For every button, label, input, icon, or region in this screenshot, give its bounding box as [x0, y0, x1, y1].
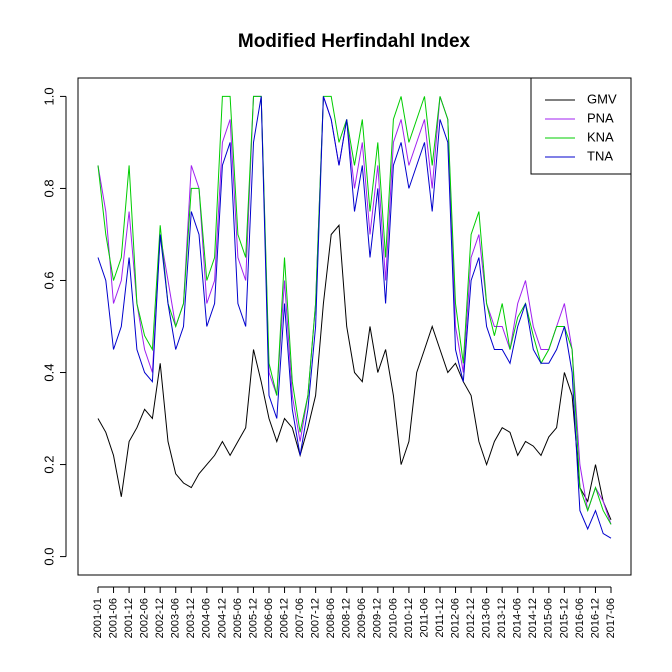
- x-tick-label: 2007-12: [310, 598, 322, 638]
- x-tick-label: 2017-06: [605, 598, 617, 638]
- y-tick-label: 0.4: [41, 363, 56, 381]
- x-tick-label: 2011-06: [418, 598, 430, 638]
- x-tick-label: 2015-12: [558, 598, 570, 638]
- x-tick-label: 2003-12: [185, 598, 197, 638]
- y-tick-label: 0.0: [41, 548, 56, 566]
- legend-box: [530, 77, 632, 175]
- x-tick-label: 2009-12: [372, 598, 384, 638]
- x-tick-label: 2008-06: [325, 598, 337, 638]
- chart-title: Modified Herfindahl Index: [238, 31, 471, 52]
- legend-label: PNA: [587, 110, 614, 125]
- x-tick-label: 2012-06: [449, 598, 461, 638]
- x-tick-label: 2001-06: [107, 598, 119, 638]
- x-tick-label: 2008-12: [341, 598, 353, 638]
- x-tick-label: 2001-01: [92, 598, 104, 638]
- y-tick-label: 0.6: [41, 271, 56, 289]
- x-tick-label: 2015-06: [543, 598, 555, 638]
- x-tick-label: 2005-12: [247, 598, 259, 638]
- x-tick-label: 2001-12: [123, 598, 135, 638]
- x-tick-label: 2003-06: [170, 598, 182, 638]
- x-tick-label: 2006-06: [263, 598, 275, 638]
- x-tick-label: 2014-12: [527, 598, 539, 638]
- y-tick-label: 1.0: [41, 87, 56, 105]
- x-tick-label: 2014-06: [512, 598, 524, 638]
- x-tick-label: 2006-12: [278, 598, 290, 638]
- x-tick-label: 2016-12: [589, 598, 601, 638]
- x-tick-label: 2009-06: [356, 598, 368, 638]
- legend-label: KNA: [587, 129, 614, 144]
- x-tick-label: 2010-12: [403, 598, 415, 638]
- x-tick-label: 2011-12: [434, 598, 446, 638]
- x-tick-label: 2012-12: [465, 598, 477, 638]
- x-tick-label: 2016-06: [574, 598, 586, 638]
- y-tick-label: 0.2: [41, 456, 56, 474]
- x-tick-label: 2005-06: [232, 598, 244, 638]
- x-tick-label: 2002-06: [139, 598, 151, 638]
- legend-label: TNA: [587, 148, 613, 163]
- legend-label: GMV: [587, 91, 617, 106]
- series-line: [97, 224, 612, 520]
- x-tick-label: 2004-12: [216, 598, 228, 638]
- x-tick-label: 2007-06: [294, 598, 306, 638]
- plot-frame: [77, 77, 632, 576]
- x-tick-label: 2013-06: [481, 598, 493, 638]
- y-tick-label: 0.8: [41, 179, 56, 197]
- x-tick-label: 2002-12: [154, 598, 166, 638]
- x-tick-label: 2004-06: [201, 598, 213, 638]
- series-line: [97, 96, 612, 539]
- x-tick-label: 2013-12: [496, 598, 508, 638]
- x-tick-label: 2010-06: [387, 598, 399, 638]
